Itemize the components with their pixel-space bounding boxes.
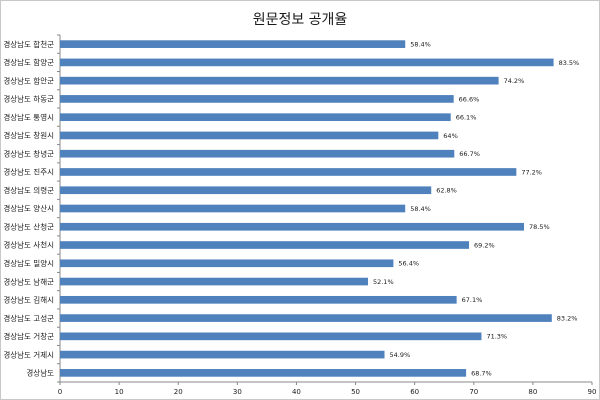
value-label: 64%: [443, 132, 457, 140]
value-label: 56.4%: [398, 260, 419, 268]
x-tick-label: 50: [351, 388, 360, 396]
category-label: 경상남도 의령군: [3, 185, 54, 195]
x-tick-label: 40: [292, 388, 301, 396]
category-label: 경상남도 고성군: [3, 313, 54, 323]
value-label: 58.4%: [410, 41, 431, 49]
value-label: 69.2%: [474, 241, 495, 249]
category-label: 경상남도 진주시: [3, 167, 54, 177]
category-label: 경상남도 함안군: [3, 75, 54, 85]
category-label: 경상남도 창녕군: [3, 148, 54, 158]
x-tick-label: 90: [588, 388, 597, 396]
category-label: 경상남도 함양군: [3, 57, 54, 67]
category-label: 경상남도 거제시: [3, 349, 54, 359]
x-tick-label: 30: [233, 388, 242, 396]
value-label: 71.3%: [486, 333, 507, 341]
x-tick-label: 70: [469, 388, 478, 396]
category-label: 경상남도 창원시: [3, 130, 54, 140]
category-label: 경상남도 밀양시: [3, 258, 54, 268]
value-label: 68.7%: [471, 369, 492, 377]
category-label: 경상남도 양산시: [3, 203, 54, 213]
value-label: 83.2%: [557, 314, 578, 322]
bar: [60, 131, 439, 140]
bar: [60, 95, 454, 103]
value-label: 66.1%: [456, 114, 477, 122]
value-label: 78.5%: [529, 223, 550, 231]
value-label: 66.7%: [459, 150, 480, 158]
category-label: 경상남도 거창군: [3, 331, 54, 341]
value-label: 58.4%: [410, 205, 431, 213]
bar: [60, 350, 385, 359]
category-label: 경상남도: [26, 368, 54, 378]
category-label: 경상남도 하동군: [3, 94, 54, 104]
x-tick-label: 10: [115, 388, 124, 396]
bar: [60, 277, 368, 286]
value-label: 52.1%: [373, 278, 394, 286]
bar: [60, 332, 482, 341]
category-label: 경상남도 산청군: [3, 221, 54, 231]
bar: [60, 241, 470, 249]
value-label: 74.2%: [504, 77, 525, 85]
value-label: 83.5%: [559, 59, 580, 67]
chart-title: 원문정보 공개율: [252, 12, 348, 28]
bar: [60, 76, 499, 85]
bar: [60, 314, 552, 322]
bar: [60, 259, 394, 268]
bar: [60, 369, 467, 377]
x-tick-label: 0: [58, 388, 62, 396]
bar: [60, 222, 525, 231]
value-label: 67.1%: [462, 296, 483, 304]
category-label: 경상남도 남해군: [3, 276, 54, 286]
bar: [60, 168, 517, 176]
category-label: 경상남도 사천시: [3, 240, 54, 250]
value-label: 54.9%: [390, 351, 411, 359]
value-label: 66.6%: [459, 95, 480, 103]
value-label: 77.2%: [521, 168, 542, 176]
bar: [60, 149, 455, 158]
bar: [60, 58, 554, 67]
bar: [60, 204, 406, 213]
bar: [60, 113, 451, 122]
bar: [60, 295, 457, 304]
category-label: 경상남도 합천군: [3, 39, 54, 49]
category-label: 경상남도 통영시: [3, 112, 54, 122]
x-tick-label: 80: [528, 388, 537, 396]
bar: [60, 40, 406, 48]
value-label: 62.8%: [436, 187, 457, 195]
category-label: 경상남도 김해시: [3, 295, 54, 305]
x-tick-label: 60: [410, 388, 419, 396]
bar: [60, 186, 432, 195]
x-tick-label: 20: [174, 388, 183, 396]
